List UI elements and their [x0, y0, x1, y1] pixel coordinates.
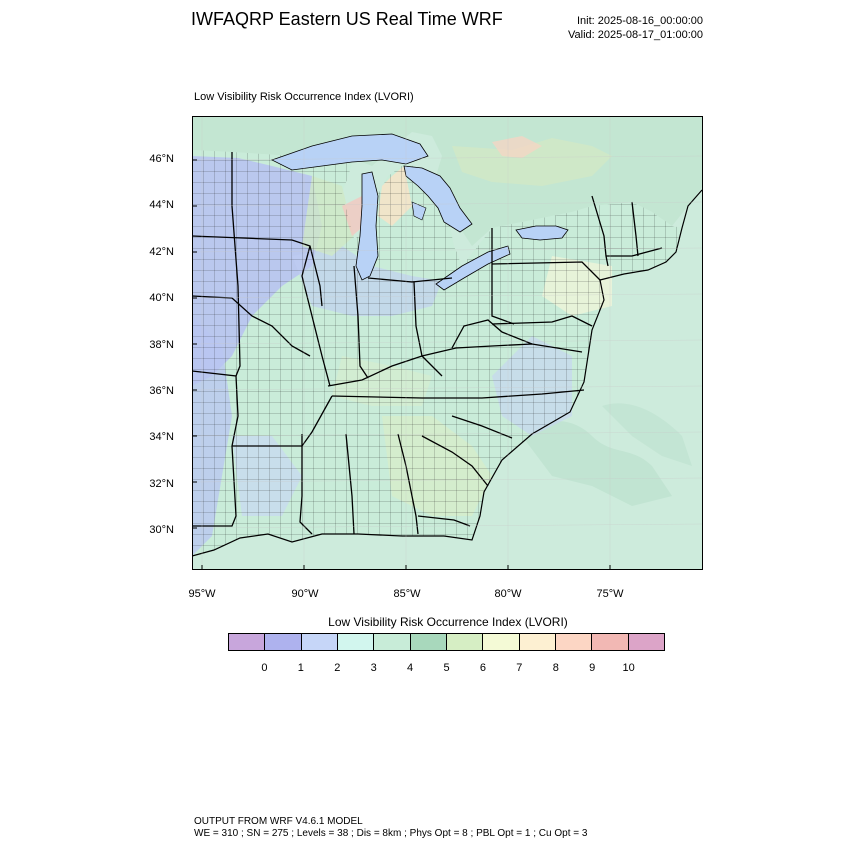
state-border [631, 201, 639, 257]
state-border [417, 515, 471, 527]
state-border [451, 415, 513, 439]
state-border [451, 319, 533, 349]
state-border [353, 265, 369, 379]
lake-ontario [515, 225, 569, 241]
state-border [231, 152, 241, 377]
graticule [192, 116, 703, 570]
state-border [491, 228, 515, 325]
state-border [367, 277, 453, 283]
colorbar-box [592, 634, 629, 650]
time-info: Init: 2025-08-16_00:00:00 Valid: 2025-08… [568, 14, 703, 42]
colorbar-box [265, 634, 302, 650]
colorbar-label: 3 [370, 662, 377, 674]
state-borders [192, 152, 663, 535]
lat-label-36: 36°N [149, 385, 174, 397]
map-frame [192, 116, 703, 570]
lake-superior [270, 133, 429, 171]
lvori-patch [342, 196, 364, 236]
lvori-map [192, 116, 703, 570]
lon-label-90: 90°W [291, 588, 319, 600]
lvori-patch [492, 136, 542, 158]
colorbar-box [229, 634, 266, 650]
lon-label-85: 85°W [393, 588, 421, 600]
state-border [327, 343, 583, 387]
colorbar-box [628, 634, 664, 650]
colorbar-box [555, 634, 593, 650]
ocean-shading [602, 403, 692, 466]
colorbar-box [446, 634, 484, 650]
state-border [345, 433, 355, 535]
lake-st-clair [411, 201, 427, 221]
lat-label-44: 44°N [149, 199, 174, 211]
state-border [331, 389, 585, 399]
colorbar-box [301, 634, 338, 650]
lon-label-95: 95°W [188, 588, 216, 600]
lat-label-30: 30°N [149, 524, 174, 536]
state-border [301, 245, 331, 387]
colorbar [228, 633, 665, 651]
lvori-patch [452, 138, 612, 186]
colorbar-label: 7 [516, 662, 523, 674]
state-border [491, 315, 593, 327]
lat-label-46: 46°N [149, 153, 174, 165]
colorbar-box [483, 634, 520, 650]
colorbar-label: 9 [589, 662, 596, 674]
colorbar-label: 1 [297, 662, 304, 674]
map-subtitle: Low Visibility Risk Occurrence Index (LV… [194, 91, 414, 103]
lat-label-32: 32°N [149, 478, 174, 490]
colorbar-title: Low Visibility Risk Occurrence Index (LV… [328, 615, 568, 629]
colorbar-box [410, 634, 447, 650]
valid-time: Valid: 2025-08-17_01:00:00 [568, 29, 703, 41]
lake-huron [403, 165, 473, 233]
lon-label-75: 75°W [596, 588, 624, 600]
colorbar-label: 0 [261, 662, 268, 674]
init-time: Init: 2025-08-16_00:00:00 [577, 15, 703, 27]
lat-label-38: 38°N [149, 339, 174, 351]
lake-michigan [355, 171, 379, 281]
colorbar-label: 10 [622, 662, 635, 674]
colorbar-label: 2 [334, 662, 341, 674]
lon-label-80: 80°W [494, 588, 522, 600]
colorbar-label: 5 [443, 662, 450, 674]
state-border [491, 261, 601, 281]
model-info-line-2: WE = 310 ; SN = 275 ; Levels = 38 ; Dis … [194, 828, 588, 839]
colorbar-label: 8 [552, 662, 559, 674]
colorbar-box [337, 634, 375, 650]
state-border [413, 281, 443, 377]
coastline [192, 189, 703, 557]
colorbar-label: 6 [479, 662, 486, 674]
colorbar-box [374, 634, 411, 650]
model-info: OUTPUT FROM WRF V4.6.1 MODEL WE = 310 ; … [194, 816, 587, 840]
colorbar-box [519, 634, 556, 650]
state-border [397, 433, 419, 535]
state-border [591, 195, 609, 267]
colorbar-label: 4 [407, 662, 414, 674]
lat-label-34: 34°N [149, 431, 174, 443]
ocean-shading [522, 421, 672, 506]
lat-label-42: 42°N [149, 246, 174, 258]
model-info-line-1: OUTPUT FROM WRF V4.6.1 MODEL [194, 816, 363, 827]
state-border [421, 435, 489, 487]
state-border [299, 434, 313, 535]
state-border [606, 247, 663, 257]
page-title: IWFAQRP Eastern US Real Time WRF [191, 9, 503, 29]
lat-label-40: 40°N [149, 292, 174, 304]
state-border [232, 395, 333, 447]
axis-ticks [192, 159, 611, 570]
